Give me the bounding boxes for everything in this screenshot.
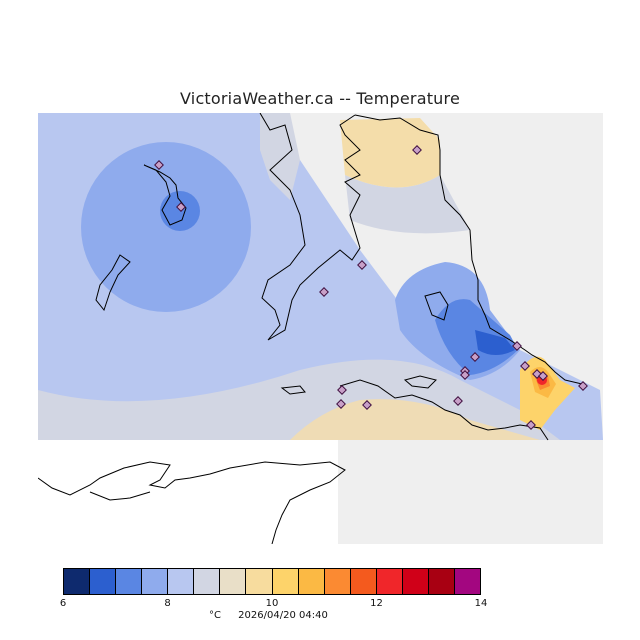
colorbar-cell xyxy=(402,569,429,594)
station-marker[interactable] xyxy=(319,287,329,297)
station-marker[interactable] xyxy=(336,399,346,409)
station-marker[interactable] xyxy=(538,371,548,381)
colorbar-cell xyxy=(376,569,403,594)
station-marker[interactable] xyxy=(453,396,463,406)
colorbar-tick-label: 14 xyxy=(474,598,488,609)
map-title: VictoriaWeather.ca -- Temperature xyxy=(180,89,460,108)
colorbar-cell xyxy=(142,569,169,594)
station-marker[interactable] xyxy=(526,420,536,430)
colorbar-cell xyxy=(454,569,480,594)
footer: °C 2026/04/20 04:40 xyxy=(209,610,342,621)
coastlines xyxy=(38,113,583,544)
station-marker[interactable] xyxy=(154,160,164,170)
colorbar-tick-label: 12 xyxy=(370,598,383,609)
colorbar-tick-label: 8 xyxy=(164,598,171,609)
station-marker[interactable] xyxy=(460,370,470,380)
colorbar-cell xyxy=(350,569,377,594)
station-marker[interactable] xyxy=(176,202,186,212)
temperature-field xyxy=(38,113,603,440)
colorbar-cell xyxy=(246,569,273,594)
station-marker[interactable] xyxy=(357,260,367,270)
station-marker[interactable] xyxy=(362,400,372,410)
colorbar-cell xyxy=(428,569,455,594)
colorbar-cell xyxy=(220,569,247,594)
station-markers[interactable] xyxy=(154,145,588,430)
station-marker[interactable] xyxy=(470,352,480,362)
timestamp-label: 2026/04/20 04:40 xyxy=(238,610,328,621)
station-marker[interactable] xyxy=(578,381,588,391)
colorbar-cell xyxy=(324,569,351,594)
colorbar-cell xyxy=(168,569,195,594)
unit-label: °C xyxy=(209,610,221,621)
colorbar-tick-label: 6 xyxy=(59,598,67,609)
colorbar-cell xyxy=(64,569,91,594)
colorbar-cell xyxy=(194,569,221,594)
station-marker[interactable] xyxy=(520,361,530,371)
station-marker[interactable] xyxy=(337,385,347,395)
colorbar-cell xyxy=(298,569,325,594)
station-marker[interactable] xyxy=(412,145,422,155)
temperature-colorbar xyxy=(63,568,481,595)
colorbar-cell xyxy=(116,569,143,594)
colorbar-cell xyxy=(90,569,117,594)
station-marker[interactable] xyxy=(512,341,522,351)
colorbar-cell xyxy=(272,569,299,594)
colorbar-tick-label: 10 xyxy=(265,598,279,609)
